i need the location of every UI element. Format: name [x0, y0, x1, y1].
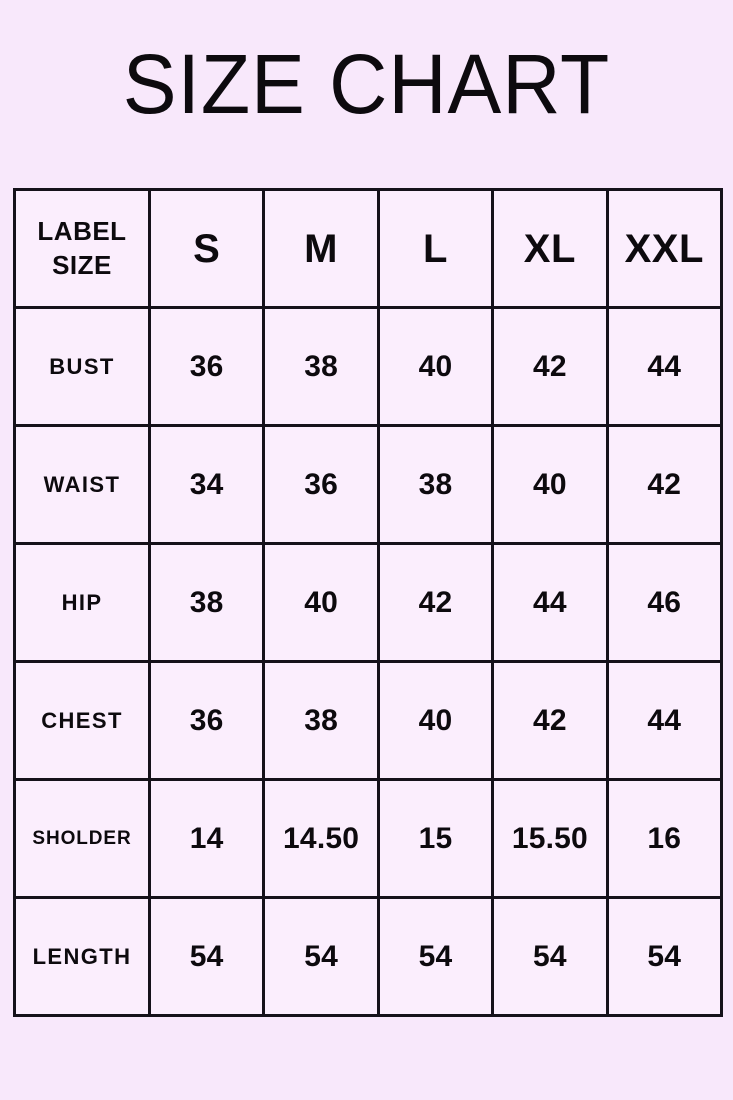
row-label-sholder: SHOLDER: [13, 778, 151, 899]
table-row: BUST 36 38 40 42 44: [13, 306, 723, 427]
cell-hip-l: 42: [376, 542, 495, 663]
table-row: HIP 38 40 42 44 46: [13, 542, 723, 663]
table-row: CHEST 36 38 40 42 44: [13, 660, 723, 781]
cell-sholder-m: 14.50: [262, 778, 380, 899]
cell-sholder-xl: 15.50: [491, 778, 609, 899]
column-header-s: S: [147, 188, 266, 309]
cell-chest-s: 36: [147, 660, 266, 781]
size-chart-container: LABEL SIZE S M L XL XXL BUST 36 38 40 42…: [13, 188, 723, 1017]
cell-bust-xxl: 44: [605, 306, 723, 427]
cell-hip-xl: 44: [491, 542, 609, 663]
cell-waist-xxl: 42: [605, 424, 723, 545]
cell-bust-s: 36: [147, 306, 266, 427]
cell-waist-l: 38: [376, 424, 495, 545]
corner-header-line2: SIZE: [52, 249, 112, 280]
cell-sholder-l: 15: [376, 778, 495, 899]
column-header-xxl: XXL: [605, 188, 723, 309]
cell-length-xxl: 54: [605, 896, 723, 1017]
column-header-m: M: [262, 188, 380, 309]
cell-length-m: 54: [262, 896, 380, 1017]
cell-length-l: 54: [376, 896, 495, 1017]
cell-chest-l: 40: [376, 660, 495, 781]
cell-sholder-s: 14: [147, 778, 266, 899]
row-label-waist: WAIST: [13, 424, 151, 545]
row-label-chest: CHEST: [13, 660, 151, 781]
cell-hip-m: 40: [262, 542, 380, 663]
cell-waist-xl: 40: [491, 424, 609, 545]
table-row: WAIST 34 36 38 40 42: [13, 424, 723, 545]
cell-hip-xxl: 46: [605, 542, 723, 663]
table-row: SHOLDER 14 14.50 15 15.50 16: [13, 778, 723, 899]
cell-hip-s: 38: [147, 542, 266, 663]
cell-waist-s: 34: [147, 424, 266, 545]
column-header-xl: XL: [491, 188, 609, 309]
column-header-l: L: [376, 188, 495, 309]
cell-bust-m: 38: [262, 306, 380, 427]
corner-header-line1: LABEL: [37, 215, 127, 246]
row-label-hip: HIP: [13, 542, 151, 663]
table-row: LENGTH 54 54 54 54 54: [13, 896, 723, 1017]
cell-bust-xl: 42: [491, 306, 609, 427]
corner-header-cell: LABEL SIZE: [13, 188, 151, 309]
row-label-length: LENGTH: [13, 896, 151, 1017]
cell-length-s: 54: [147, 896, 266, 1017]
cell-bust-l: 40: [376, 306, 495, 427]
cell-waist-m: 36: [262, 424, 380, 545]
page-title: SIZE CHART: [122, 37, 611, 131]
size-chart-table: LABEL SIZE S M L XL XXL BUST 36 38 40 42…: [13, 188, 723, 1017]
cell-chest-xxl: 44: [605, 660, 723, 781]
cell-chest-xl: 42: [491, 660, 609, 781]
cell-length-xl: 54: [491, 896, 609, 1017]
row-label-bust: BUST: [13, 306, 151, 427]
table-header-row: LABEL SIZE S M L XL XXL: [13, 188, 723, 309]
cell-sholder-xxl: 16: [605, 778, 723, 899]
cell-chest-m: 38: [262, 660, 380, 781]
